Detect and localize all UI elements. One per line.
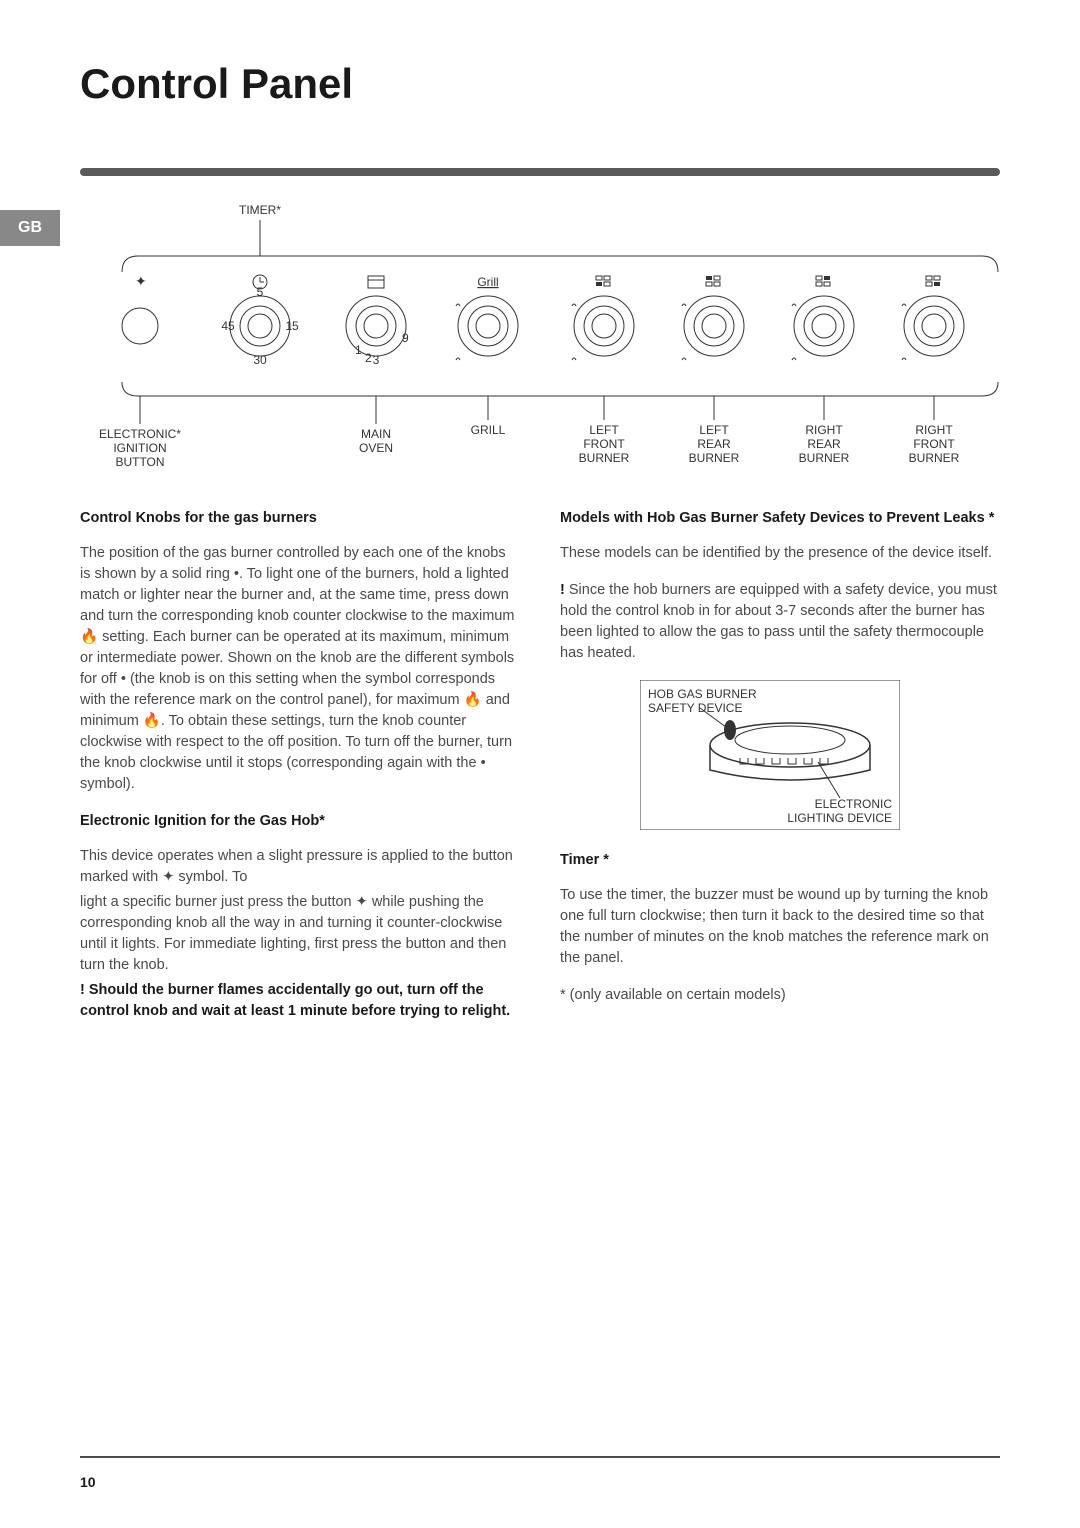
grill-knob <box>456 296 518 360</box>
burner-pos-icon-rf <box>926 276 940 286</box>
svg-text:45: 45 <box>221 319 235 333</box>
timer-knob: 5 15 30 45 <box>221 285 299 367</box>
timer-heading: Timer * <box>560 850 1000 871</box>
svg-text:BUTTON: BUTTON <box>115 455 164 469</box>
svg-text:LEFT: LEFT <box>589 423 619 437</box>
right-column: Models with Hob Gas Burner Safety Device… <box>560 508 1000 1038</box>
two-column-body: Control Knobs for the gas burners The po… <box>80 508 1000 1038</box>
page-number: 10 <box>80 1474 96 1490</box>
gb-language-tab: GB <box>0 210 60 246</box>
ignition-heading: Electronic Ignition for the Gas Hob* <box>80 811 520 832</box>
svg-text:1: 1 <box>355 343 362 357</box>
fig-electronic-label: ELECTRONIC <box>815 797 893 811</box>
fig-safety-label: SAFETY DEVICE <box>648 701 742 715</box>
gas-knobs-heading: Control Knobs for the gas burners <box>80 508 520 529</box>
left-rear-burner-knob <box>682 296 744 360</box>
svg-text:15: 15 <box>285 319 299 333</box>
svg-text:REAR: REAR <box>697 437 731 451</box>
svg-text:3: 3 <box>373 353 380 367</box>
fig-lighting-label: LIGHTING DEVICE <box>787 811 892 825</box>
control-panel-diagram: TIMER* ✦ Grill <box>80 196 1000 496</box>
svg-text:FRONT: FRONT <box>583 437 625 451</box>
footnote-models: * (only available on certain models) <box>560 985 1000 1006</box>
ignition-warning: ! Should the burner flames accidentally … <box>80 980 520 1022</box>
svg-text:MAIN: MAIN <box>361 427 391 441</box>
svg-text:ELECTRONIC*: ELECTRONIC* <box>99 427 181 441</box>
gas-knobs-paragraph: The position of the gas burner controlle… <box>80 543 520 795</box>
svg-text:FRONT: FRONT <box>913 437 955 451</box>
main-oven-knob: 1 2 3 9 <box>346 296 409 367</box>
left-column: Control Knobs for the gas burners The po… <box>80 508 520 1038</box>
svg-text:LEFT: LEFT <box>699 423 729 437</box>
svg-text:IGNITION: IGNITION <box>113 441 166 455</box>
svg-text:30: 30 <box>253 353 267 367</box>
svg-text:✦: ✦ <box>135 273 147 289</box>
grill-icon-label: Grill <box>477 275 498 289</box>
safety-heading: Models with Hob Gas Burner Safety Device… <box>560 508 1000 529</box>
right-rear-burner-knob <box>792 296 854 360</box>
svg-text:BURNER: BURNER <box>689 451 740 465</box>
bottom-rule <box>80 1456 1000 1458</box>
svg-text:2: 2 <box>365 351 372 365</box>
burner-safety-figure: HOB GAS BURNER SAFETY DEVICE ELECTRONIC … <box>640 680 900 830</box>
safety-paragraph-1: These models can be identified by the pr… <box>560 543 1000 564</box>
svg-text:REAR: REAR <box>807 437 841 451</box>
left-front-burner-knob <box>572 296 634 360</box>
section-divider <box>80 168 1000 176</box>
timer-label: TIMER* <box>239 203 281 217</box>
safety-paragraph-2: ! Since the hob burners are equipped wit… <box>560 580 1000 664</box>
svg-text:9: 9 <box>402 331 409 345</box>
svg-text:BURNER: BURNER <box>799 451 850 465</box>
svg-text:BURNER: BURNER <box>579 451 630 465</box>
svg-text:GRILL: GRILL <box>471 423 506 437</box>
burner-pos-icon-lr <box>706 276 720 286</box>
ignition-paragraph-b: light a specific burner just press the b… <box>80 892 520 976</box>
svg-text:OVEN: OVEN <box>359 441 393 455</box>
burner-pos-icon-rr <box>816 276 830 286</box>
svg-text:5: 5 <box>257 285 264 299</box>
ignition-paragraph-a: This device operates when a slight press… <box>80 846 520 888</box>
right-front-burner-knob <box>902 296 964 360</box>
fig-hob-label: HOB GAS BURNER <box>648 687 757 701</box>
svg-text:RIGHT: RIGHT <box>915 423 953 437</box>
svg-text:RIGHT: RIGHT <box>805 423 843 437</box>
burner-pos-icon-lf <box>596 276 610 286</box>
timer-paragraph: To use the timer, the buzzer must be wou… <box>560 885 1000 969</box>
page-title: Control Panel <box>80 60 1000 108</box>
svg-text:BURNER: BURNER <box>909 451 960 465</box>
